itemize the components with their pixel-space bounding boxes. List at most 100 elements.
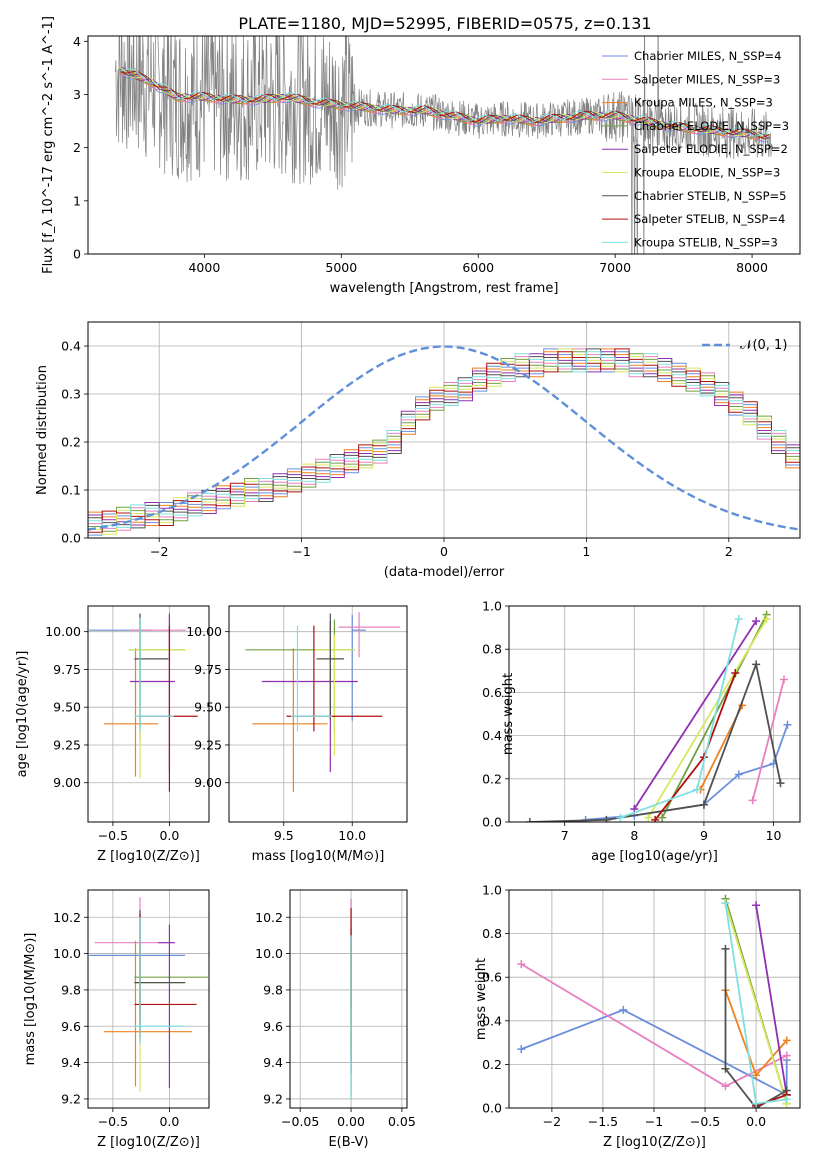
y-tick-label: 9.2 xyxy=(263,1091,283,1106)
x-tick-label: 0 xyxy=(440,544,448,559)
y-tick-label: 1 xyxy=(73,193,81,208)
series-marker xyxy=(619,1005,628,1014)
series-line xyxy=(751,679,785,801)
y-axis-label: Normed distribution xyxy=(35,365,50,495)
x-tick-label: 0.0 xyxy=(159,1114,179,1129)
series-marker xyxy=(782,1051,791,1060)
x-tick-label: 10.0 xyxy=(338,828,366,843)
y-tick-label: 10.00 xyxy=(186,624,222,639)
model-spectrum-line xyxy=(119,69,770,140)
axes-frame xyxy=(289,889,408,1109)
y-axis-label: Flux [f_λ 10^-17 erg cm^-2 s^-1 A^-1] xyxy=(41,16,56,274)
x-tick-label: −1 xyxy=(645,1114,663,1129)
figure-title: PLATE=1180, MJD=52995, FIBERID=0575, z=0… xyxy=(238,14,651,33)
legend-label: Kroupa STELIB, N_SSP=3 xyxy=(634,235,778,249)
x-axis-label: mass [log10(M/M⊙)] xyxy=(252,849,385,864)
x-axis-label: (data-model)/error xyxy=(384,565,505,580)
series-marker xyxy=(644,813,653,822)
x-axis-label: Z [log10(Z/Z⊙)] xyxy=(603,1135,706,1150)
y-tick-label: 9.75 xyxy=(194,662,222,677)
legend-label: Chabrier STELIB, N_SSP=5 xyxy=(634,189,786,203)
series-marker xyxy=(699,800,708,809)
y-tick-label: 0.2 xyxy=(61,435,81,450)
model-spectrum-line xyxy=(119,73,770,141)
y-tick-label: 0.3 xyxy=(61,387,81,402)
legend-label: Kroupa MILES, N_SSP=3 xyxy=(634,96,773,110)
series-marker xyxy=(752,1071,761,1080)
axes-frame xyxy=(508,605,801,823)
y-tick-label: 0.6 xyxy=(482,685,502,700)
y-tick-label: 10.2 xyxy=(255,910,283,925)
x-tick-label: 6000 xyxy=(462,260,494,275)
y-tick-label: 9.00 xyxy=(194,775,222,790)
axes-frame xyxy=(228,605,408,823)
y-tick-label: 0 xyxy=(73,247,81,262)
x-tick-label: 10 xyxy=(766,828,782,843)
age-vs-mass-panel: 9.5 10.0 9.00 9.25 9.50 9.75 10.00 mass [log10(… xyxy=(186,605,408,864)
y-tick-label: 9.50 xyxy=(194,700,222,715)
y-tick-label: 9.50 xyxy=(53,700,81,715)
y-tick-label: 0.0 xyxy=(61,531,81,546)
y-tick-label: 0.0 xyxy=(482,815,502,830)
series-marker xyxy=(752,617,761,626)
x-tick-label: 5000 xyxy=(325,260,357,275)
series-marker xyxy=(517,960,526,969)
y-tick-label: 9.8 xyxy=(61,982,81,997)
series-marker xyxy=(752,660,761,669)
y-tick-label: 10.00 xyxy=(45,624,81,639)
series-marker xyxy=(658,813,667,822)
y-tick-label: 10.0 xyxy=(53,946,81,961)
plot-area xyxy=(115,36,773,254)
series-marker xyxy=(783,720,792,729)
x-tick-label: 0.0 xyxy=(159,828,179,843)
series-marker xyxy=(782,1036,791,1045)
y-tick-label: 10.0 xyxy=(255,946,283,961)
plot-area xyxy=(517,894,791,1108)
plot-area xyxy=(88,345,800,536)
model-spectrum-line xyxy=(119,68,770,137)
x-axis-label: wavelength [Angstrom, rest frame] xyxy=(330,281,559,296)
x-tick-label: 1 xyxy=(582,544,590,559)
plot-area xyxy=(525,610,792,822)
x-tick-label: 0.05 xyxy=(388,1114,416,1129)
y-axis-label: mass [log10(M/M⊙)] xyxy=(23,933,38,1066)
y-tick-label: 9.4 xyxy=(61,1055,81,1070)
y-tick-label: 9.2 xyxy=(61,1091,81,1106)
series-line xyxy=(647,618,768,819)
y-tick-label: 4 xyxy=(73,34,81,49)
series-marker xyxy=(734,614,743,623)
y-tick-label: 1.0 xyxy=(482,599,502,614)
age-vs-metallicity-panel: −0.5 0.0 9.00 9.25 9.50 9.75 10.00 Z [log10(Z/Z… xyxy=(15,605,210,864)
y-tick-label: 9.8 xyxy=(263,982,283,997)
axes-frame xyxy=(87,889,210,1109)
y-tick-label: 2 xyxy=(73,140,81,155)
series-marker xyxy=(748,796,757,805)
series-marker xyxy=(734,770,743,779)
x-tick-label: 9.5 xyxy=(274,828,294,843)
y-tick-label: 9.75 xyxy=(53,662,81,677)
y-tick-label: 10.2 xyxy=(53,910,81,925)
series-marker xyxy=(602,815,611,822)
legend-label: Chabrier ELODIE, N_SSP=3 xyxy=(634,119,789,133)
series-marker xyxy=(782,1095,791,1104)
series-marker xyxy=(721,899,730,908)
legend-label: 𝒩(0, 1) xyxy=(740,338,787,353)
histogram-step xyxy=(88,351,800,528)
normal-reference-curve xyxy=(88,345,800,531)
series-marker xyxy=(517,1045,526,1054)
y-tick-label: 9.25 xyxy=(53,737,81,752)
spectrum-panel: 4000 5000 6000 7000 8000 0 1 2 3 4 wavelength [Ang… xyxy=(41,16,801,296)
series-line xyxy=(724,948,788,1108)
x-tick-label: −2 xyxy=(150,544,168,559)
y-tick-label: 9.25 xyxy=(194,737,222,752)
x-tick-label: 8 xyxy=(630,828,638,843)
series-marker xyxy=(721,1064,730,1073)
histogram-step xyxy=(88,348,800,533)
legend-label: Chabrier MILES, N_SSP=4 xyxy=(634,49,781,63)
x-axis-label: Z [log10(Z/Z⊙)] xyxy=(97,1135,200,1150)
y-axis-label: mass weight xyxy=(474,958,489,1040)
y-tick-label: 0.4 xyxy=(61,339,81,354)
x-axis-label: age [log10(age/yr)] xyxy=(591,849,718,864)
series-marker xyxy=(762,614,771,623)
series-line xyxy=(520,1008,788,1097)
